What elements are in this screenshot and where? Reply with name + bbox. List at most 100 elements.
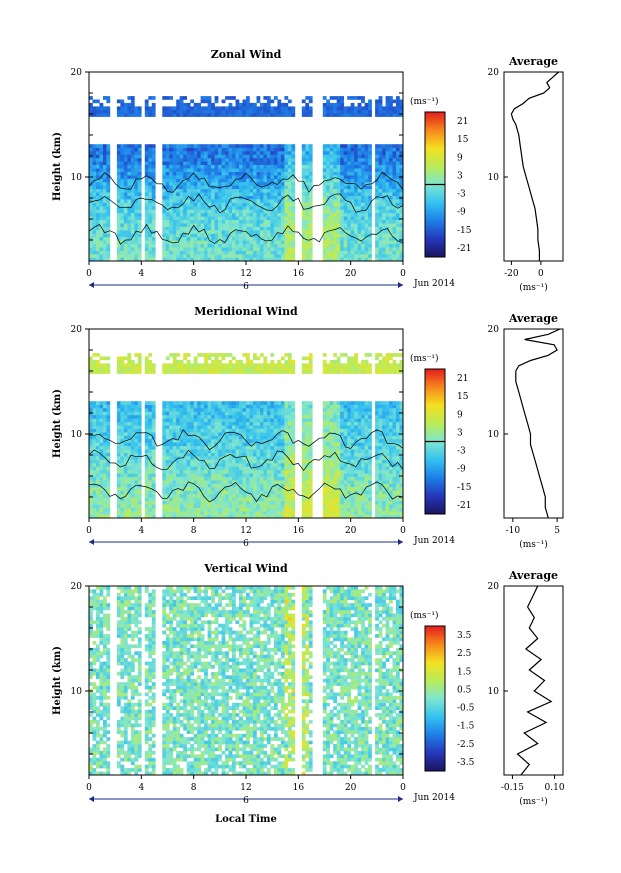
- profile-title: Average: [508, 569, 558, 582]
- profile-x-tick-label: -0.15: [501, 783, 524, 793]
- colorbar-tick-label: -15: [457, 226, 472, 236]
- profile-x-tick-label: 0.10: [545, 783, 565, 793]
- day-bar-end-arrow: [398, 282, 403, 288]
- day-bar-end-arrow: [398, 796, 403, 802]
- x-tick-label: 12: [240, 783, 251, 793]
- y-axis-label: Height (km): [52, 389, 63, 458]
- colorbar-tick-label: -2.5: [457, 740, 475, 750]
- profile-frame: [503, 585, 564, 776]
- colorbar-tick-label: -9: [457, 465, 466, 475]
- profile-x-tick-label: 0: [538, 269, 544, 279]
- colorbar-tick-label: -1.5: [457, 722, 475, 732]
- y-tick-label: 10: [71, 173, 83, 183]
- profile-line: [516, 585, 553, 776]
- profile-y-tick-label: 10: [488, 430, 500, 440]
- colorbar-tick-label: -0.5: [457, 704, 475, 714]
- x-tick-label: 16: [293, 783, 305, 793]
- x-tick-label: 20: [345, 526, 357, 536]
- colorbar-tick-label: -21: [457, 244, 472, 254]
- heatmap-cells: [89, 353, 404, 519]
- colorbar-tick-label: 0.5: [457, 685, 472, 695]
- contour-line: [88, 481, 404, 503]
- profile-x-tick-label: 5: [554, 526, 560, 536]
- y-tick-label: 20: [71, 325, 83, 335]
- day-bar-end-arrow: [398, 539, 403, 545]
- panel-title: Zonal Wind: [211, 48, 282, 61]
- day-bar-start-arrow: [89, 282, 94, 288]
- y-tick-label: 10: [71, 430, 83, 440]
- y-tick-label: 20: [71, 68, 83, 78]
- x-tick-label: 8: [191, 783, 197, 793]
- contour-line: [88, 449, 404, 471]
- colorbar-unit: (ms⁻¹): [410, 96, 439, 107]
- profile-frame: [503, 71, 564, 262]
- profile-y-tick-label: 10: [488, 173, 500, 183]
- x-tick-label: 16: [293, 526, 305, 536]
- colorbar-tick-label: 3: [457, 171, 463, 181]
- profile-x-label: (ms⁻¹): [519, 282, 548, 293]
- profile-x-tick-label: -10: [506, 526, 521, 536]
- y-axis-label: Height (km): [52, 646, 63, 715]
- x-tick-label: 12: [240, 269, 251, 279]
- x-tick-label: 0: [86, 269, 92, 279]
- colorbar-tick-label: 21: [457, 374, 468, 384]
- contour-line: [88, 429, 404, 450]
- colorbar-tick-label: -21: [457, 501, 472, 511]
- colorbar: [424, 625, 446, 772]
- x-tick-label: 12: [240, 526, 251, 536]
- colorbar-tick-label: -3: [457, 447, 466, 457]
- panel-title: Meridional Wind: [194, 305, 298, 318]
- contour-line: [88, 171, 404, 193]
- profile-y-tick-label: 10: [488, 687, 500, 697]
- x-tick-label: 4: [138, 269, 144, 279]
- x-tick-label: 0: [400, 783, 406, 793]
- panel-0: Zonal Wind 20 10 Height (km) 0 4 8 12 16 20 0 6 Jun …: [52, 48, 564, 293]
- x-tick-label: 8: [191, 526, 197, 536]
- profile-y-tick-label: 20: [488, 325, 500, 335]
- colorbar-tick-label: 2.5: [457, 649, 472, 659]
- panel-2: Vertical Wind 20 10 Height (km) 0 4 8 12 16 20 0 6 J…: [52, 562, 565, 807]
- day-label: 6: [243, 539, 249, 549]
- profile-line: [510, 71, 560, 261]
- x-tick-label: 0: [400, 269, 406, 279]
- profile-x-label: (ms⁻¹): [519, 539, 548, 550]
- contour-line: [88, 223, 404, 245]
- date-label: Jun 2014: [413, 793, 455, 803]
- x-tick-label: 4: [138, 783, 144, 793]
- day-label: 6: [243, 796, 249, 806]
- profile-frame: [503, 328, 564, 519]
- panel-1: Meridional Wind 20 10 Height (km) 0 4 8 12 16 20 0…: [52, 305, 564, 550]
- x-axis-label: Local Time: [215, 814, 277, 825]
- date-label: Jun 2014: [413, 279, 455, 289]
- x-tick-label: 20: [345, 269, 357, 279]
- x-tick-label: 0: [86, 526, 92, 536]
- colorbar-tick-label: 21: [457, 117, 468, 127]
- profile-x-tick-label: -20: [504, 269, 519, 279]
- heatmap-cells: [89, 586, 404, 776]
- profile-line: [515, 328, 561, 519]
- profile-title: Average: [508, 312, 558, 325]
- day-bar-start-arrow: [89, 796, 94, 802]
- profile-x-label: (ms⁻¹): [519, 796, 548, 807]
- profile-y-tick-label: 20: [488, 68, 500, 78]
- colorbar-tick-label: -3: [457, 190, 466, 200]
- date-label: Jun 2014: [413, 536, 455, 546]
- profile-title: Average: [508, 55, 558, 68]
- colorbar-tick-label: 9: [457, 410, 463, 420]
- profile-y-tick-label: 20: [488, 582, 500, 592]
- colorbar-tick-label: -3.5: [457, 758, 475, 768]
- x-tick-label: 16: [293, 269, 305, 279]
- colorbar-tick-label: 1.5: [457, 667, 472, 677]
- y-tick-label: 20: [71, 582, 83, 592]
- colorbar-unit: (ms⁻¹): [410, 353, 439, 364]
- colorbar-unit: (ms⁻¹): [410, 610, 439, 621]
- colorbar-tick-label: 15: [457, 392, 469, 402]
- colorbar-tick-label: 3.5: [457, 631, 472, 641]
- heatmap-cells: [89, 96, 404, 262]
- x-tick-label: 0: [86, 783, 92, 793]
- colorbar-tick-label: 3: [457, 428, 463, 438]
- x-tick-label: 0: [400, 526, 406, 536]
- x-tick-label: 8: [191, 269, 197, 279]
- day-bar-start-arrow: [89, 539, 94, 545]
